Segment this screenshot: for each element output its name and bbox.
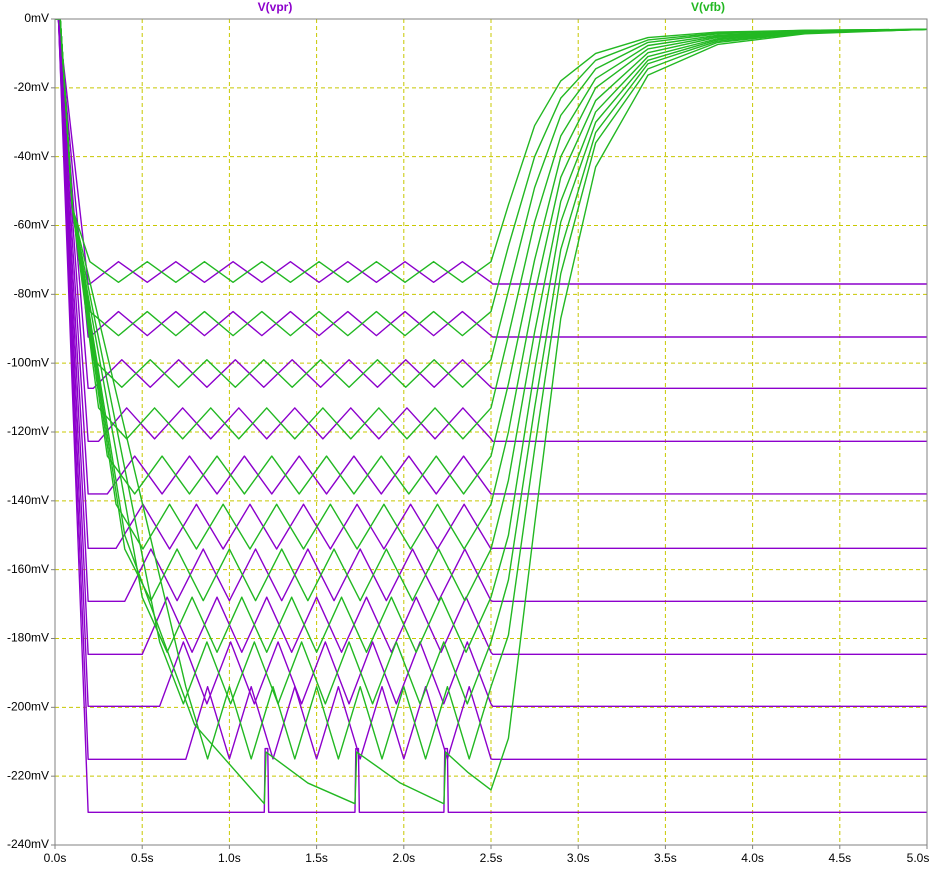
y-tick-label: 0mV bbox=[24, 11, 49, 25]
y-tick-label: -180mV bbox=[7, 631, 49, 645]
grid bbox=[54, 18, 928, 846]
x-tick-label: 4.5s bbox=[828, 851, 851, 865]
trace bbox=[55, 19, 927, 602]
trace bbox=[55, 19, 927, 338]
y-tick-label: -240mV bbox=[7, 837, 49, 851]
y-tick-label: -120mV bbox=[7, 424, 49, 438]
trace bbox=[55, 19, 927, 550]
trace bbox=[55, 19, 927, 337]
x-tick-label: 1.5s bbox=[305, 851, 328, 865]
y-tick-label: -160mV bbox=[7, 562, 49, 576]
traces bbox=[55, 19, 927, 813]
x-tick-label: 1.0s bbox=[218, 851, 241, 865]
y-tick-label: -100mV bbox=[7, 355, 49, 369]
y-tick-label: -20mV bbox=[14, 80, 49, 94]
y-tick-label: -220mV bbox=[7, 768, 49, 782]
trace bbox=[55, 19, 927, 805]
trace bbox=[55, 19, 927, 283]
trace bbox=[55, 19, 927, 760]
x-tick-label: 5.0s bbox=[907, 851, 930, 865]
x-tick-label: 4.0s bbox=[741, 851, 764, 865]
x-tick-label: 2.5s bbox=[480, 851, 503, 865]
x-tick-label: 0.5s bbox=[131, 851, 154, 865]
x-tick-label: 2.0s bbox=[392, 851, 415, 865]
y-tick-label: -80mV bbox=[14, 287, 49, 301]
y-tick-label: -60mV bbox=[14, 218, 49, 232]
trace bbox=[55, 19, 927, 653]
axes: 0mV -20mV -40mV -60mV -80mV -100mV -120mV -140m… bbox=[7, 11, 929, 865]
x-tick-label: 3.5s bbox=[654, 851, 677, 865]
trace bbox=[55, 19, 927, 440]
x-tick-label: 3.0s bbox=[567, 851, 590, 865]
legend-entry: V(vfb) bbox=[691, 0, 725, 14]
y-tick-label: -200mV bbox=[7, 700, 49, 714]
trace bbox=[55, 19, 927, 388]
y-tick-label: -140mV bbox=[7, 493, 49, 507]
y-tick-label: -40mV bbox=[14, 149, 49, 163]
x-tick-label: 0.0s bbox=[44, 851, 67, 865]
legend-entry: V(vpr) bbox=[258, 0, 293, 14]
